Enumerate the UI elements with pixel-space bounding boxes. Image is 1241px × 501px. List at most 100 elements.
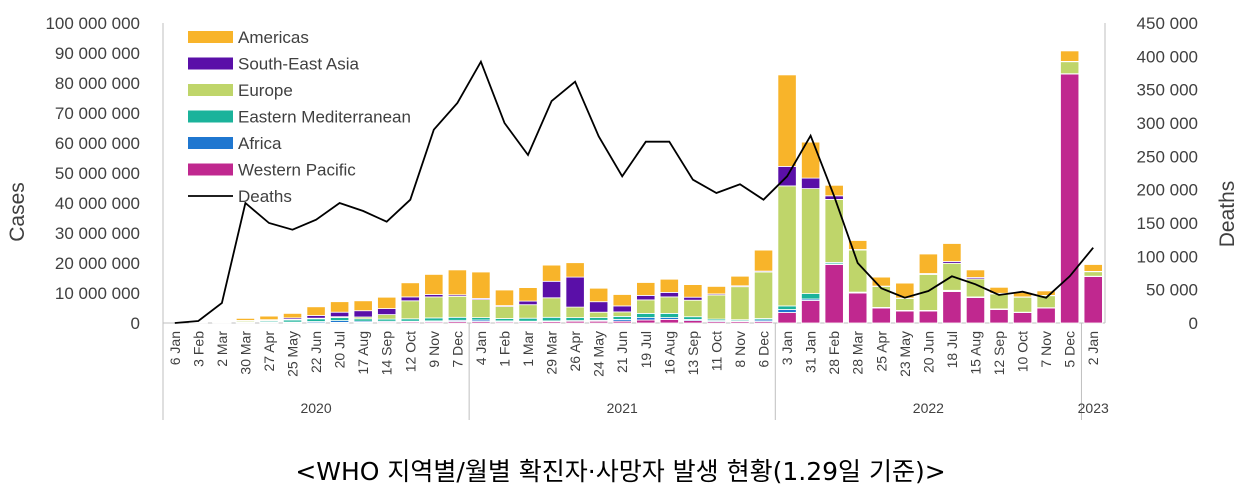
y-tick-label: 70 000 000 <box>55 104 140 123</box>
bar-europe <box>612 311 632 317</box>
bar-americas <box>777 74 797 167</box>
bar-americas <box>683 284 703 298</box>
legend-label: Africa <box>238 134 282 153</box>
bar-europe <box>424 296 444 319</box>
year-label: 2022 <box>913 400 944 416</box>
bar-europe <box>683 299 703 318</box>
x-tick-label: 10 Oct <box>1015 331 1031 372</box>
bar-americas <box>541 264 562 282</box>
y2-tick-label: 350 000 <box>1137 81 1198 100</box>
bar-europe <box>636 299 656 314</box>
bar-western-pacific <box>824 264 844 324</box>
legend-swatch <box>188 31 233 43</box>
bar-europe <box>541 297 562 318</box>
bar-europe <box>589 311 609 319</box>
x-tick-label: 27 Apr <box>261 331 277 372</box>
bar-europe <box>494 306 515 319</box>
bar-americas <box>918 253 938 274</box>
bar-eastern-mediterranean <box>589 317 609 321</box>
bar-europe <box>565 306 585 319</box>
x-tick-label: 17 Aug <box>355 331 371 375</box>
bar-europe <box>659 296 679 314</box>
bar-europe <box>895 297 915 311</box>
y-tick-label: 80 000 000 <box>55 74 140 93</box>
bar-americas <box>471 271 491 299</box>
bar-western-pacific <box>942 291 962 324</box>
bar-europe <box>1060 61 1080 75</box>
bar-americas <box>400 282 420 298</box>
x-tick-label: 1 Feb <box>496 331 512 367</box>
x-tick-label: 4 Jan <box>473 331 489 365</box>
bar-eastern-mediterranean <box>683 316 703 320</box>
x-tick-label: 2 Jan <box>1085 331 1101 365</box>
x-tick-label: 6 Dec <box>756 331 772 368</box>
x-tick-label: 5 Dec <box>1062 331 1078 368</box>
bar-europe <box>518 304 538 319</box>
bar-europe <box>400 300 420 320</box>
y-tick-label: 40 000 000 <box>55 194 140 213</box>
bar-americas <box>636 282 656 296</box>
y-axis-title: Cases <box>6 182 29 242</box>
bar-europe <box>989 293 1009 310</box>
bar-americas <box>848 240 868 250</box>
bar-europe <box>1012 296 1033 313</box>
bar-western-pacific <box>1083 276 1103 324</box>
bar-western-pacific <box>636 319 656 324</box>
legend-swatch <box>188 137 233 149</box>
bar-western-pacific <box>871 307 891 324</box>
y2-tick-label: 100 000 <box>1137 247 1198 266</box>
x-tick-label: 28 Mar <box>850 331 866 375</box>
bar-eastern-mediterranean <box>777 305 797 310</box>
bar-western-pacific <box>659 318 679 324</box>
legend-label: Western Pacific <box>238 161 356 180</box>
x-tick-label: 7 Dec <box>449 331 465 368</box>
x-tick-label: 24 May <box>591 331 607 377</box>
bar-americas <box>730 275 750 287</box>
bar-eastern-mediterranean <box>330 317 350 322</box>
y-tick-label: 50 000 000 <box>55 164 140 183</box>
y2-tick-label: 0 <box>1189 314 1198 333</box>
bar-africa <box>777 309 797 313</box>
x-tick-label: 18 Jul <box>944 331 960 368</box>
y2-tick-label: 400 000 <box>1137 47 1198 66</box>
bar-western-pacific <box>1060 73 1080 324</box>
x-tick-label: 8 Nov <box>732 331 748 368</box>
bar-americas <box>1036 290 1056 296</box>
legend-label: Deaths <box>238 187 292 206</box>
bar-south-east-asia <box>330 311 350 318</box>
bar-americas <box>353 300 373 312</box>
legend-label: Eastern Mediterranean <box>238 108 411 127</box>
bar-south-east-asia <box>565 276 585 308</box>
bar-south-east-asia <box>636 294 656 301</box>
bar-europe <box>377 314 397 320</box>
y-tick-label: 90 000 000 <box>55 44 140 63</box>
y-tick-label: 0 <box>131 314 140 333</box>
bar-south-east-asia <box>400 296 420 302</box>
x-tick-label: 3 Feb <box>190 331 206 367</box>
bar-south-east-asia <box>659 291 679 298</box>
bar-americas <box>612 294 632 307</box>
bar-western-pacific <box>965 297 986 324</box>
bar-western-pacific <box>989 309 1009 324</box>
y-tick-label: 10 000 000 <box>55 284 140 303</box>
bar-south-east-asia <box>518 300 538 306</box>
x-tick-label: 25 May <box>285 331 301 377</box>
bar-americas <box>1083 264 1103 272</box>
x-tick-label: 22 Jun <box>308 331 324 373</box>
bar-western-pacific <box>848 292 868 324</box>
x-tick-label: 12 Sep <box>991 331 1007 376</box>
bar-americas <box>330 301 350 313</box>
x-tick-label: 2 Mar <box>214 331 230 367</box>
y2-axis-title: Deaths <box>1216 181 1239 248</box>
bar-western-pacific <box>1036 307 1056 324</box>
legend-swatch <box>188 163 233 176</box>
y-tick-label: 30 000 000 <box>55 224 140 243</box>
legend-label: Americas <box>238 28 309 47</box>
bar-south-east-asia <box>683 296 703 301</box>
y2-tick-label: 450 000 <box>1137 14 1198 33</box>
bar-americas <box>965 269 986 278</box>
x-tick-label: 29 Mar <box>544 331 560 375</box>
y2-tick-label: 250 000 <box>1137 147 1198 166</box>
bar-americas <box>659 278 679 293</box>
x-tick-label: 3 Jan <box>779 331 795 365</box>
